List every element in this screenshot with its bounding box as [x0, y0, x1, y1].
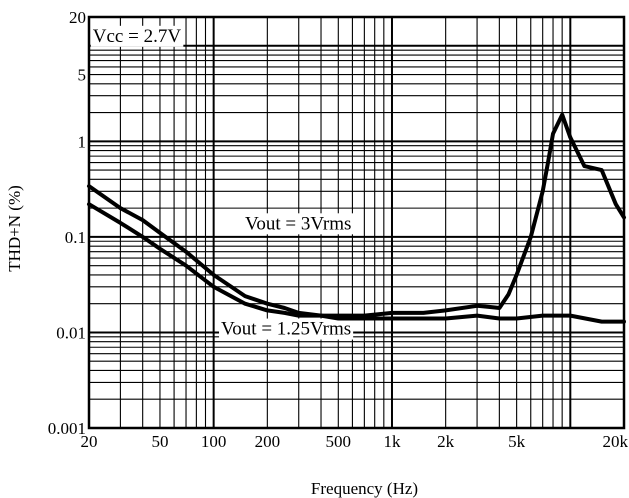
- x-tick-label: 20k: [603, 432, 629, 451]
- y-tick-label: 1: [78, 132, 87, 151]
- series-layer: [87, 112, 626, 324]
- annotation-bg: [90, 25, 184, 47]
- x-tick-label: 2k: [437, 432, 455, 451]
- y-tick-labels: 0.001 0.01 0.1 1 5 20: [48, 8, 86, 438]
- annotation-bg: [243, 213, 354, 235]
- y-axis-label: THD+N (%): [5, 185, 24, 272]
- y-tick-label: 0.1: [65, 228, 86, 247]
- y-tick-label: 0.001: [48, 419, 86, 438]
- x-tick-label: 20: [81, 432, 98, 451]
- annotation-label: Vcc = 2.7V: [93, 26, 182, 47]
- x-tick-label: 1k: [383, 432, 401, 451]
- series-line-2: [87, 202, 626, 324]
- annotation-backgrounds: [90, 25, 354, 340]
- x-tick-label: 5k: [508, 432, 526, 451]
- y-tick-label: 20: [69, 8, 86, 27]
- x-tick-labels: 20 50 100 200 500 1k 2k 5k 20k: [81, 432, 629, 451]
- series-line-1: [87, 112, 626, 318]
- grid-major-lines: [89, 17, 624, 429]
- annotation-bg: [219, 318, 354, 340]
- y-tick-label: 0.01: [56, 323, 86, 342]
- x-tick-label: 50: [151, 432, 168, 451]
- annotations: Vcc = 2.7V Vout = 3Vrms Vout = 1.25Vrms: [93, 26, 352, 340]
- annotation-label: Vout = 3Vrms: [245, 213, 351, 234]
- annotation-label: Vout = 1.25Vrms: [221, 319, 351, 340]
- plot-frame: [87, 15, 626, 430]
- x-tick-label: 100: [201, 432, 227, 451]
- y-tick-label: 5: [78, 66, 87, 85]
- x-tick-label: 500: [326, 432, 352, 451]
- x-axis-label: Frequency (Hz): [311, 479, 418, 498]
- x-tick-label: 200: [255, 432, 281, 451]
- grid-minor-lines: [88, 16, 625, 428]
